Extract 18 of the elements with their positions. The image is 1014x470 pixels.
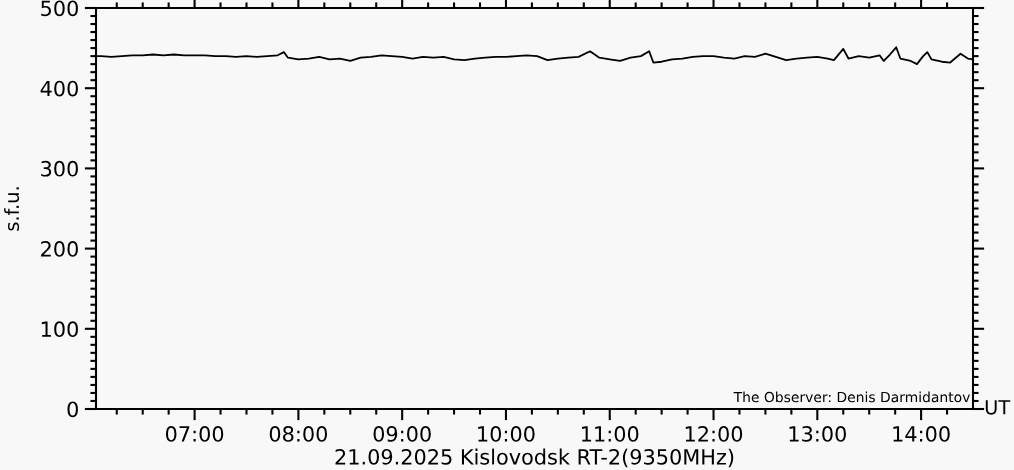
x-tick-label: 11:00 (582, 426, 639, 442)
annotation: The Observer: Denis Darmidantov (733, 391, 970, 403)
x-tick-label: 13:00 (789, 426, 846, 442)
y-tick-label: 400 (40, 80, 78, 97)
x-tick-label: 12:00 (685, 426, 743, 442)
y-tick-label: 200 (41, 241, 78, 257)
x-tick-label: 07:00 (165, 426, 224, 442)
x-tick-label: 14:00 (893, 426, 950, 442)
x-tick-label: 10:00 (478, 426, 535, 442)
y-tick-label: 300 (41, 160, 78, 177)
x-axis-title: 21.09.2025 Kislovodsk RT-2(9350MHz) (335, 448, 734, 468)
x-tick-label: 08:00 (269, 426, 328, 442)
text: UT (985, 400, 1011, 415)
y-tick-label: 100 (41, 321, 78, 338)
y-tick-label: 500 (41, 0, 78, 17)
y-tick-label: 0 (67, 401, 78, 418)
y-axis-title: s.f.u. (4, 187, 20, 231)
x-tick-label: 09:00 (373, 426, 431, 442)
